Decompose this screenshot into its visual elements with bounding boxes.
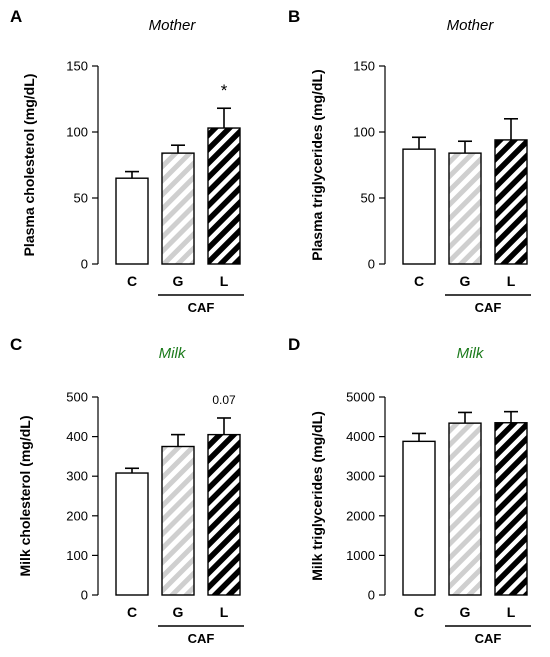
- bar-c: [115, 472, 149, 596]
- y-axis-label: Milk triglycerides (mg/dL): [309, 411, 325, 581]
- bar-l: [207, 433, 241, 596]
- significance-annotation: *: [221, 81, 228, 100]
- bar-l: [494, 139, 528, 265]
- significance-annotation: 0.07: [212, 393, 236, 407]
- bar-g: [161, 152, 195, 265]
- x-tick-label: G: [173, 604, 184, 620]
- y-axis-label: Plasma cholesterol (mg/dL): [21, 74, 37, 257]
- panel-letter: C: [10, 335, 22, 354]
- y-tick-label: 200: [66, 508, 88, 523]
- group-label: CAF: [188, 300, 215, 315]
- chart-title: Milk: [159, 345, 187, 362]
- group-label: CAF: [475, 631, 502, 646]
- x-tick-label: L: [507, 273, 516, 289]
- bar-g: [448, 422, 482, 596]
- chart-title: Mother: [149, 17, 197, 34]
- panel-letter: A: [10, 7, 22, 26]
- bar-l: [207, 127, 241, 265]
- panel-letter: B: [288, 7, 300, 26]
- y-tick-label: 2000: [346, 508, 375, 523]
- x-tick-label: C: [414, 273, 424, 289]
- bar-c: [115, 177, 149, 265]
- chart-panel-a: A Mother Plasma cholesterol (mg/dL) 0 50 100 1…: [10, 7, 244, 315]
- y-tick-label: 150: [353, 59, 375, 74]
- y-tick-label: 4000: [346, 429, 375, 444]
- y-tick-label: 400: [66, 429, 88, 444]
- y-tick-label: 0: [81, 257, 88, 272]
- x-tick-label: G: [460, 273, 471, 289]
- y-tick-label: 5000: [346, 390, 375, 405]
- y-tick-label: 100: [353, 125, 375, 140]
- chart-title: Milk: [457, 345, 485, 362]
- y-tick-label: 100: [66, 125, 88, 140]
- x-tick-label: L: [220, 604, 229, 620]
- y-tick-label: 50: [361, 191, 375, 206]
- y-tick-label: 1000: [346, 548, 375, 563]
- y-tick-label: 500: [66, 390, 88, 405]
- y-tick-label: 300: [66, 469, 88, 484]
- x-tick-label: G: [460, 604, 471, 620]
- bar-g: [161, 445, 195, 596]
- y-axis-label: Milk cholesterol (mg/dL): [17, 415, 33, 576]
- panel-letter: D: [288, 335, 300, 354]
- x-tick-label: G: [173, 273, 184, 289]
- bar-c: [402, 440, 436, 596]
- x-tick-label: L: [507, 604, 516, 620]
- group-label: CAF: [475, 300, 502, 315]
- x-tick-label: C: [127, 604, 137, 620]
- y-tick-label: 3000: [346, 469, 375, 484]
- y-axis-label: Plasma triglycerides (mg/dL): [309, 69, 325, 260]
- y-tick-label: 50: [74, 191, 88, 206]
- group-label: CAF: [188, 631, 215, 646]
- bar-g: [448, 152, 482, 265]
- x-tick-label: C: [127, 273, 137, 289]
- y-tick-label: 150: [66, 59, 88, 74]
- chart-title: Mother: [447, 17, 495, 34]
- bar-c: [402, 148, 436, 265]
- y-tick-label: 0: [368, 588, 375, 603]
- x-tick-label: L: [220, 273, 229, 289]
- y-tick-label: 0: [368, 257, 375, 272]
- y-tick-label: 0: [81, 588, 88, 603]
- y-tick-label: 100: [66, 548, 88, 563]
- bar-l: [494, 422, 528, 596]
- chart-panel-c: C Milk Milk cholesterol (mg/dL) 0 100 200 300 4…: [10, 335, 244, 646]
- chart-panel-b: B Mother Plasma triglycerides (mg/dL) 0 50 10…: [288, 7, 531, 315]
- chart-panel-d: D Milk Milk triglycerides (mg/dL) 0 1000 2000…: [288, 335, 531, 646]
- x-tick-label: C: [414, 604, 424, 620]
